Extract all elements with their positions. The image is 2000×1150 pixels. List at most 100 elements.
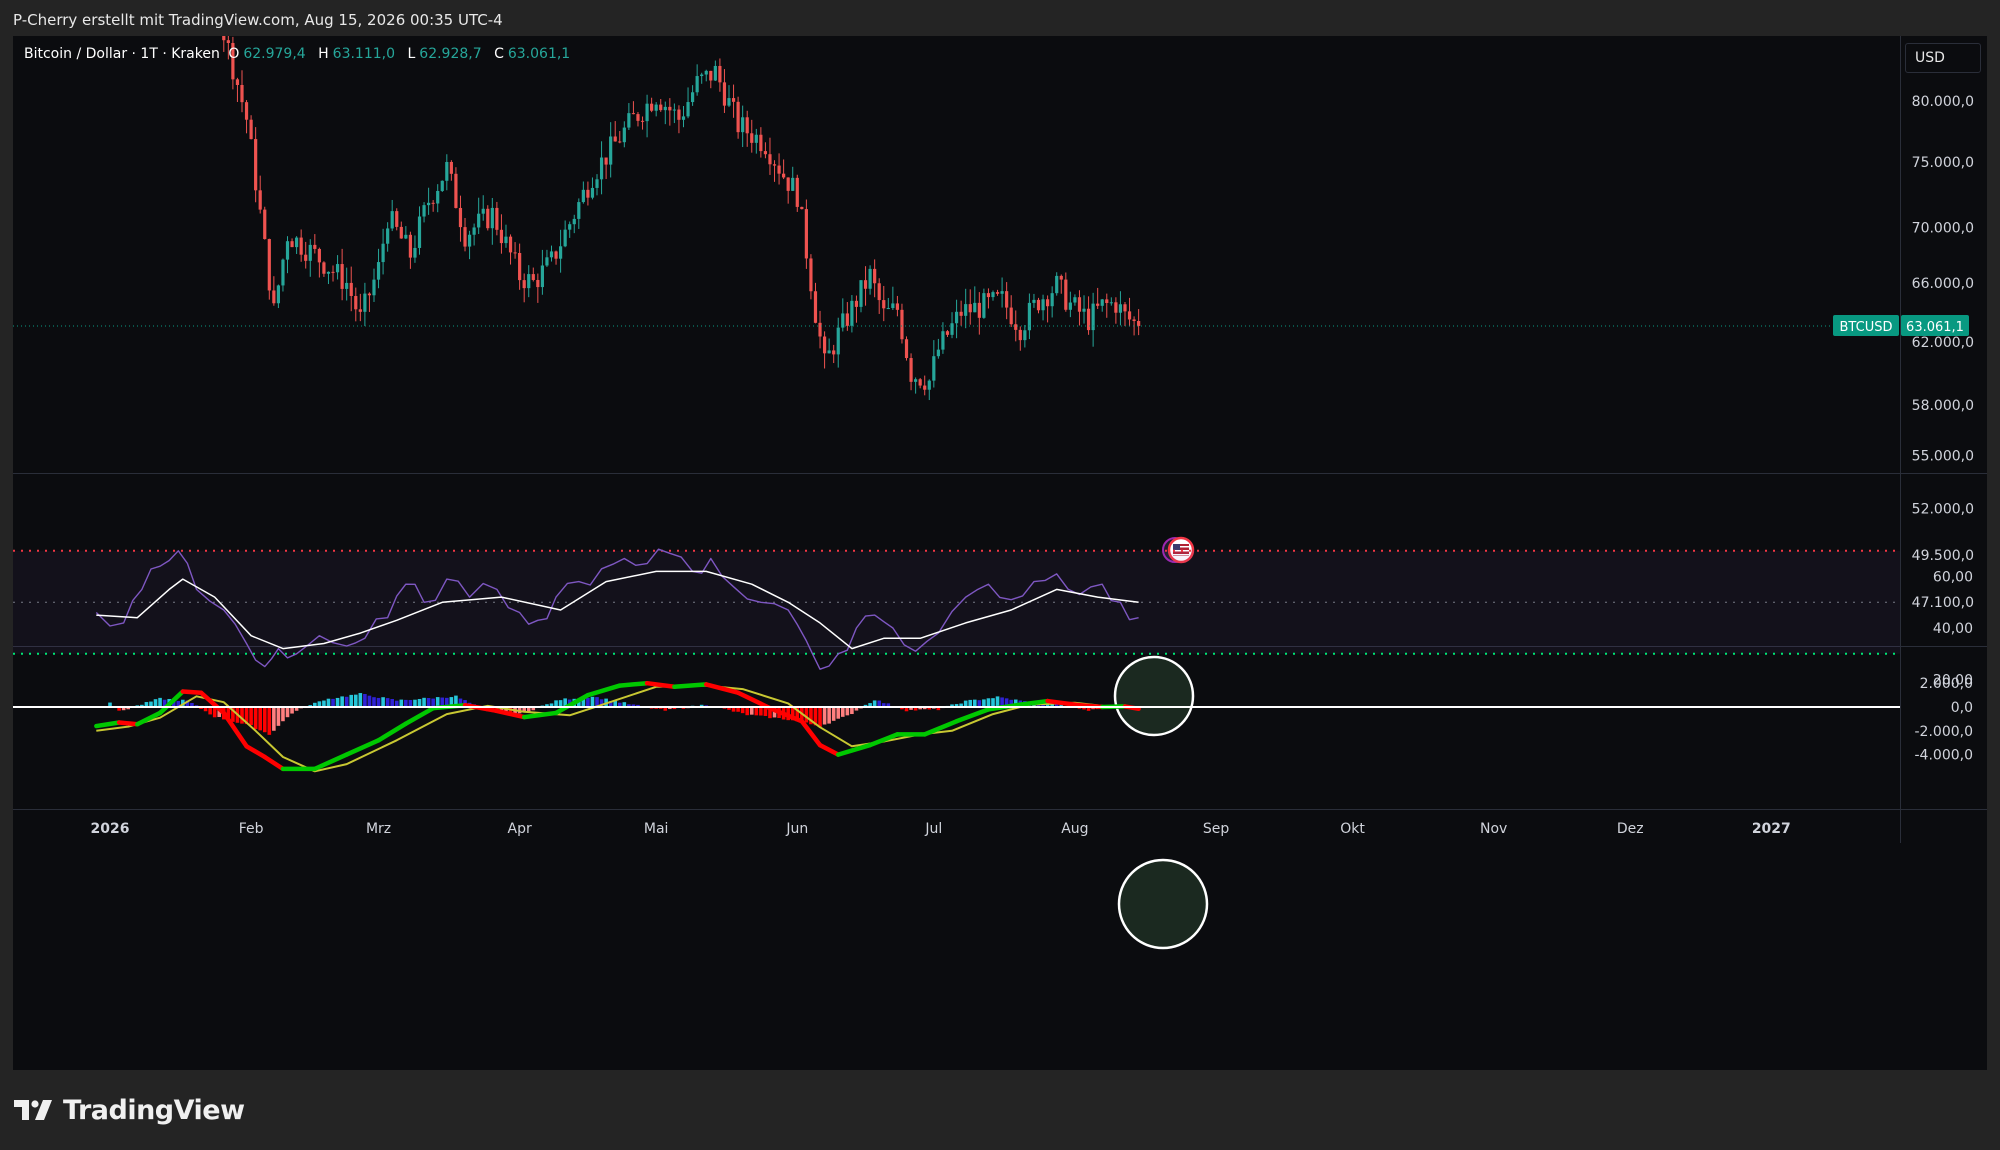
candle-body-2026-06-28 bbox=[918, 379, 922, 386]
candle-body-2026-02-26 bbox=[363, 293, 367, 312]
macd-hist-bar-2026-06-09 bbox=[831, 707, 836, 721]
candle-body-2026-02-11 bbox=[295, 237, 299, 248]
candle-body-2026-03-16 bbox=[445, 161, 449, 181]
candle-body-2026-06-13 bbox=[850, 300, 854, 326]
candle-body-2026-05-13 bbox=[709, 70, 713, 81]
macd-hist-bar-2026-05-17 bbox=[727, 707, 731, 710]
candle-body-2026-07-29 bbox=[1059, 275, 1063, 280]
macd-hist-bar-2026-04-23 bbox=[617, 702, 622, 707]
price-tick-label: 52.000,0 bbox=[1912, 501, 1974, 517]
macd-hist-bar-2026-04-19 bbox=[599, 699, 604, 707]
price-tick-label: 49.500,0 bbox=[1912, 548, 1974, 564]
macd-hist-bar-2026-03-03 bbox=[385, 698, 390, 707]
macd-hist-bar-2026-02-18 bbox=[326, 698, 331, 707]
candle-body-2026-01-31 bbox=[244, 102, 249, 120]
currency-selector[interactable]: USD bbox=[1905, 43, 1981, 73]
candle-body-2026-07-02 bbox=[936, 349, 940, 357]
macd-hist-bar-2026-07-18 bbox=[1009, 699, 1013, 707]
candle-body-2026-06-10 bbox=[836, 327, 840, 355]
macd-hist-bar-2026-01-19 bbox=[190, 703, 194, 707]
macd-hist-bar-2026-03-10 bbox=[417, 698, 422, 707]
candle-body-2026-06-12 bbox=[845, 313, 849, 326]
macd-hist-bar-2026-06-10 bbox=[836, 707, 841, 719]
macd-highlight-circle bbox=[1117, 858, 1209, 950]
candle-body-2026-07-20 bbox=[1018, 329, 1022, 341]
candle-body-2026-05-28 bbox=[777, 165, 781, 174]
candle-body-2026-05-15 bbox=[718, 65, 722, 83]
macd-hist-bar-2026-05-21 bbox=[745, 707, 750, 716]
candle-body-2026-02-23 bbox=[349, 282, 353, 297]
candle-body-2026-03-28 bbox=[499, 229, 504, 244]
candle-body-2026-08-05 bbox=[1091, 303, 1095, 331]
rsi-tick-label: 40,00 bbox=[1933, 621, 1973, 637]
legend-low-label: L bbox=[407, 46, 416, 62]
candle-body-2026-04-10 bbox=[558, 246, 563, 259]
macd-hist-bar-2026-01-12 bbox=[158, 697, 162, 707]
macd-line-segment bbox=[867, 732, 900, 748]
macd-hist-bar-2026-02-11 bbox=[294, 707, 299, 711]
tradingview-logo[interactable]: TradingView bbox=[14, 1093, 245, 1127]
candle-body-2026-02-22 bbox=[345, 282, 349, 289]
chart-credit-text: P-Cherry erstellt mit TradingView.com, A… bbox=[13, 11, 503, 29]
macd-hist-bar-2026-03-12 bbox=[426, 698, 431, 707]
candle-body-2026-02-17 bbox=[322, 262, 326, 274]
candle-body-2026-07-19 bbox=[1014, 324, 1018, 330]
macd-hist-bar-2026-05-18 bbox=[731, 707, 736, 712]
macd-hist-bar-2026-01-11 bbox=[153, 699, 158, 707]
candle-body-2026-05-11 bbox=[700, 74, 704, 77]
macd-hist-bar-2026-02-09 bbox=[285, 707, 290, 718]
candle-body-2026-03-25 bbox=[486, 208, 490, 229]
time-axis-label: 2027 bbox=[1752, 821, 1791, 837]
candle-body-2026-02-12 bbox=[299, 237, 303, 255]
candle-body-2026-05-31 bbox=[791, 177, 795, 191]
macd-signal-line bbox=[96, 684, 1139, 773]
candle-body-2026-02-19 bbox=[331, 271, 335, 273]
macd-hist-bar-2026-01-22 bbox=[203, 707, 208, 712]
macd-hist-bar-2026-06-21 bbox=[886, 703, 891, 707]
macd-hist-bar-2026-06-27 bbox=[913, 707, 918, 711]
candle-body-2026-06-08 bbox=[827, 350, 831, 354]
macd-hist-bar-2026-01-09 bbox=[144, 702, 149, 707]
candle-body-2026-06-24 bbox=[900, 309, 904, 340]
candle-body-2026-02-07 bbox=[276, 285, 281, 304]
macd-hist-bar-2026-02-25 bbox=[358, 693, 363, 707]
candle-body-2026-06-15 bbox=[859, 280, 863, 307]
macd-hist-bar-2026-06-04 bbox=[809, 707, 813, 725]
candle-body-2026-03-06 bbox=[399, 226, 403, 239]
chart-header-bar: P-Cherry erstellt mit TradingView.com, A… bbox=[0, 0, 2000, 36]
macd-hist-bar-2026-01-27 bbox=[226, 707, 231, 721]
candle-body-2026-06-30 bbox=[927, 380, 931, 390]
candle-body-2026-06-07 bbox=[822, 336, 827, 354]
price-tick-label: 80.000,0 bbox=[1912, 94, 1974, 110]
legend-open-value: 62.979,4 bbox=[243, 46, 306, 62]
macd-hist-bar-2026-08-04 bbox=[1086, 707, 1091, 711]
candle-body-2026-06-03 bbox=[804, 209, 808, 259]
macd-hist-bar-2026-03-06 bbox=[399, 699, 404, 707]
time-axis-label: Aug bbox=[1061, 821, 1088, 837]
price-tick-label: 75.000,0 bbox=[1912, 155, 1974, 171]
macd-hist-bar-2026-02-27 bbox=[367, 695, 372, 707]
macd-hist-bar-2026-02-24 bbox=[353, 694, 358, 707]
macd-hist-bar-2026-05-31 bbox=[790, 707, 795, 721]
macd-line-segment bbox=[403, 705, 436, 726]
legend-symbol: Bitcoin / Dollar · 1T · Kraken bbox=[24, 46, 220, 62]
candle-body-2026-08-12 bbox=[1123, 304, 1127, 312]
macd-hist-bar-2026-02-23 bbox=[349, 694, 354, 707]
candle-body-2026-07-08 bbox=[964, 304, 968, 316]
candle-body-2026-08-03 bbox=[1082, 308, 1086, 312]
macd-line-segment bbox=[116, 720, 140, 727]
candle-body-2026-07-03 bbox=[941, 331, 945, 350]
candle-body-2026-05-14 bbox=[713, 65, 717, 81]
candle-body-2026-06-26 bbox=[909, 358, 913, 382]
macd-hist-bar-2026-04-26 bbox=[631, 704, 636, 707]
chart-area[interactable]: 80.000,0 75.000,0 70.000,0 66.000,0 62.000,0… bbox=[13, 36, 1987, 1070]
candle-body-2026-05-09 bbox=[690, 92, 695, 103]
macd-hist-bar-2026-01-05 bbox=[126, 707, 131, 710]
macd-tick-label: 0,0 bbox=[1951, 700, 1973, 716]
chart-canvas[interactable]: 80.000,0 75.000,0 70.000,0 66.000,0 62.000,0… bbox=[13, 36, 1987, 1070]
candle-body-2026-04-19 bbox=[599, 157, 604, 180]
candle-body-2026-07-16 bbox=[1000, 291, 1004, 294]
candle-body-2026-02-05 bbox=[267, 239, 271, 291]
macd-line-segment bbox=[94, 720, 122, 729]
macd-hist-bar-2026-05-25 bbox=[763, 707, 768, 716]
